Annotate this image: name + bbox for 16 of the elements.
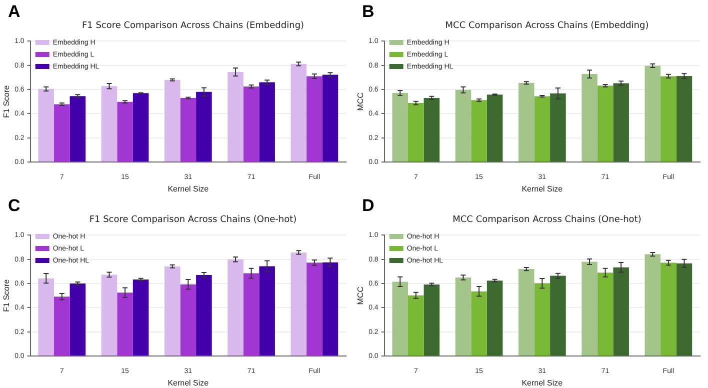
text: C bbox=[8, 196, 20, 216]
chart-title: MCC Comparison Across Chains (Embedding) bbox=[444, 21, 650, 31]
x-axis-title: Kernel Size bbox=[522, 378, 564, 388]
text: D bbox=[362, 196, 374, 216]
x-axis-title: Kernel Size bbox=[168, 184, 210, 194]
y-axis-title: F1 Score bbox=[2, 84, 12, 118]
text: A bbox=[8, 2, 20, 22]
chart-title: F1 Score Comparison Across Chains (Embedding) bbox=[80, 21, 306, 31]
chart-title: MCC Comparison Across Chains (One-hot) bbox=[452, 215, 642, 225]
x-axis-title: Kernel Size bbox=[522, 184, 564, 194]
chart-title: F1 Score Comparison Across Chains (One-hot) bbox=[88, 215, 298, 225]
y-axis-title: MCC bbox=[356, 286, 366, 305]
y-axis-title: MCC bbox=[356, 92, 366, 111]
y-axis-title: F1 Score bbox=[2, 278, 12, 312]
x-axis-title: Kernel Size bbox=[168, 378, 210, 388]
text: B bbox=[362, 2, 374, 22]
